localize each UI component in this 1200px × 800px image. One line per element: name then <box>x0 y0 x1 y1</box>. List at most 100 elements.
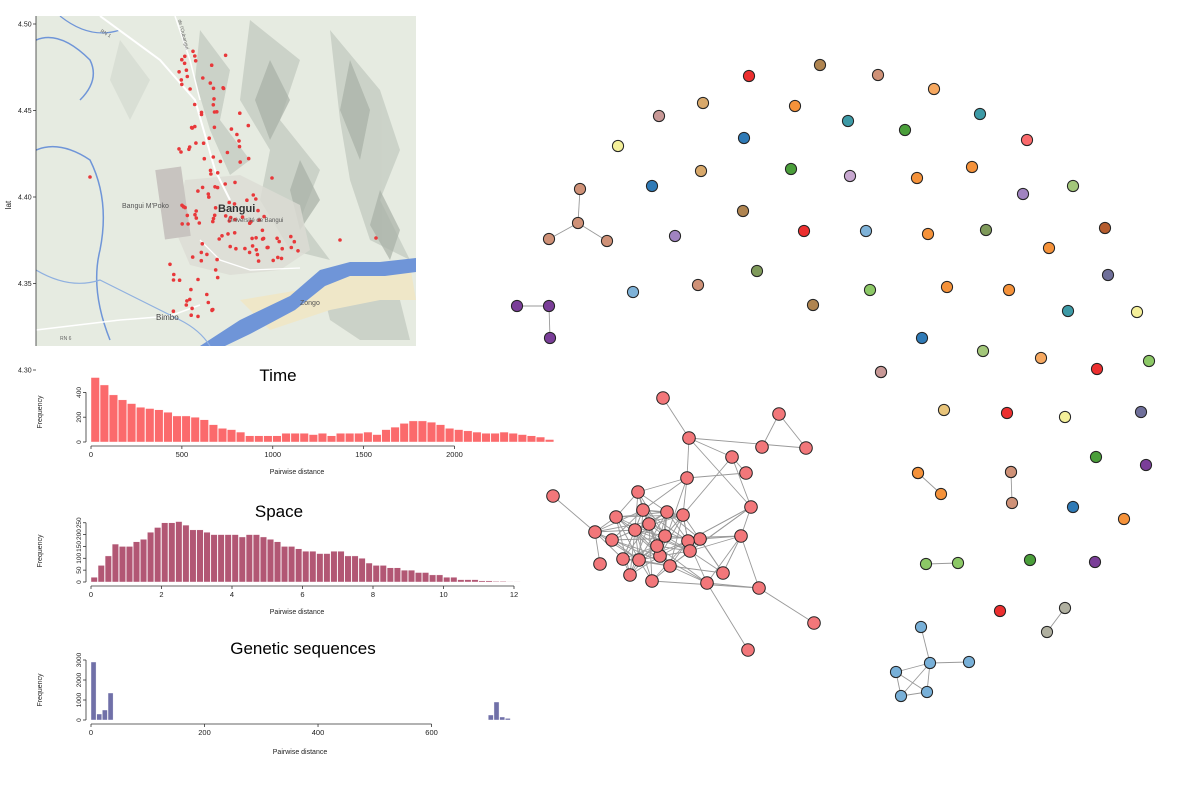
network-node <box>623 568 637 582</box>
case-location-dot <box>88 175 92 179</box>
y-tick-label: 100 <box>76 552 83 563</box>
histogram-bar <box>399 423 409 443</box>
histogram-bar <box>464 579 472 583</box>
histogram-bar <box>163 412 173 443</box>
case-location-dot <box>220 234 224 238</box>
network-edge <box>699 538 724 574</box>
case-location-dot <box>262 214 266 219</box>
network-node <box>911 466 925 480</box>
case-location-dot <box>228 215 233 220</box>
network-edge <box>615 516 640 561</box>
case-location-dot <box>208 168 213 173</box>
case-location-dot <box>186 222 190 226</box>
histogram-bar <box>281 433 291 443</box>
network-node <box>1088 555 1102 569</box>
case-location-dot <box>257 218 262 222</box>
network-node <box>744 500 758 514</box>
y-tick-label: 250 <box>76 517 83 528</box>
network-node <box>993 604 1007 618</box>
histogram-bar <box>365 562 373 583</box>
network-node <box>940 280 954 294</box>
network-edge <box>778 413 807 449</box>
histogram-bar <box>231 534 239 583</box>
network-node <box>979 223 993 237</box>
case-location-dot <box>196 314 200 319</box>
histogram-bar <box>463 430 473 443</box>
case-location-dot <box>197 221 202 225</box>
map-y-tick-label: 4.50 <box>18 22 32 29</box>
histogram-bar <box>90 661 97 721</box>
network-node <box>1134 405 1148 419</box>
x-tick-label: 10 <box>439 590 447 599</box>
network-edge <box>611 535 742 541</box>
histogram-bar <box>536 436 545 443</box>
case-location-dot <box>180 82 184 87</box>
case-location-dot <box>232 202 237 206</box>
histogram-bar <box>481 433 491 443</box>
case-location-dot <box>199 250 204 255</box>
histogram-bar <box>190 417 200 443</box>
histogram-space-xlabel: Pairwise distance <box>270 609 325 616</box>
histogram-space: Space Pairwise distance Frequency 0 2 4 6 8 1… <box>37 502 528 616</box>
network-node <box>542 299 556 313</box>
x-tick-label: 500 <box>176 450 189 459</box>
map-label-airport: Bangui M'Poko <box>122 203 169 210</box>
histogram-bar <box>450 577 458 583</box>
case-location-dot <box>261 236 266 241</box>
case-location-dot <box>208 81 213 85</box>
histogram-bar <box>299 433 309 443</box>
histogram-bar <box>104 555 112 583</box>
x-tick-label: 8 <box>371 590 375 599</box>
case-location-dot <box>209 63 214 67</box>
case-location-dot <box>189 287 193 292</box>
network-node <box>921 227 935 241</box>
case-location-dot <box>289 234 293 239</box>
case-location-dot <box>233 180 237 185</box>
case-location-dot <box>168 262 172 267</box>
network-node <box>750 264 764 278</box>
histogram-bar <box>386 567 394 583</box>
histogram-bar <box>210 534 218 583</box>
histogram-bar <box>90 577 98 583</box>
case-location-dot <box>185 74 190 79</box>
y-tick-label: 400 <box>76 387 83 398</box>
case-location-dot <box>190 306 194 311</box>
case-location-dot <box>201 141 206 145</box>
histogram-time: Time Pairwise distance Frequency 0 500 100… <box>37 366 555 476</box>
case-location-dot <box>254 197 258 201</box>
histogram-bar <box>290 433 300 443</box>
map-y-tick-label: 4.30 <box>18 368 32 375</box>
network-node <box>737 131 751 145</box>
histogram-bar <box>427 421 436 443</box>
network-node <box>976 344 990 358</box>
network-node <box>734 529 748 543</box>
case-location-dot <box>277 239 282 244</box>
case-location-dot <box>187 145 192 149</box>
case-location-dot <box>180 57 184 62</box>
network-node <box>660 505 674 519</box>
network-node <box>571 216 585 230</box>
case-location-dot <box>246 156 251 161</box>
network-node <box>951 556 965 570</box>
histogram-genetic: Genetic sequences Pairwise distance Freq… <box>37 639 511 756</box>
map-label-bimbo: Bimbo <box>156 313 179 322</box>
network-node <box>797 224 811 238</box>
histogram-bar <box>422 572 430 583</box>
x-tick-label: 0 <box>89 728 93 737</box>
network-node <box>652 109 666 123</box>
histogram-bar <box>308 434 318 443</box>
histogram-bar <box>436 424 445 443</box>
network-node <box>739 466 753 480</box>
map-stream <box>36 145 111 341</box>
case-location-dot <box>255 252 260 257</box>
x-tick-label: 600 <box>425 728 438 737</box>
histogram-bar <box>508 433 518 443</box>
case-location-dot <box>207 195 211 199</box>
histogram-bar <box>107 692 114 721</box>
transmission-network <box>510 58 1156 703</box>
histogram-bar <box>429 574 437 583</box>
case-location-dot <box>245 198 249 202</box>
network-node <box>915 331 929 345</box>
case-location-dot <box>237 144 242 149</box>
network-edge <box>611 539 661 557</box>
